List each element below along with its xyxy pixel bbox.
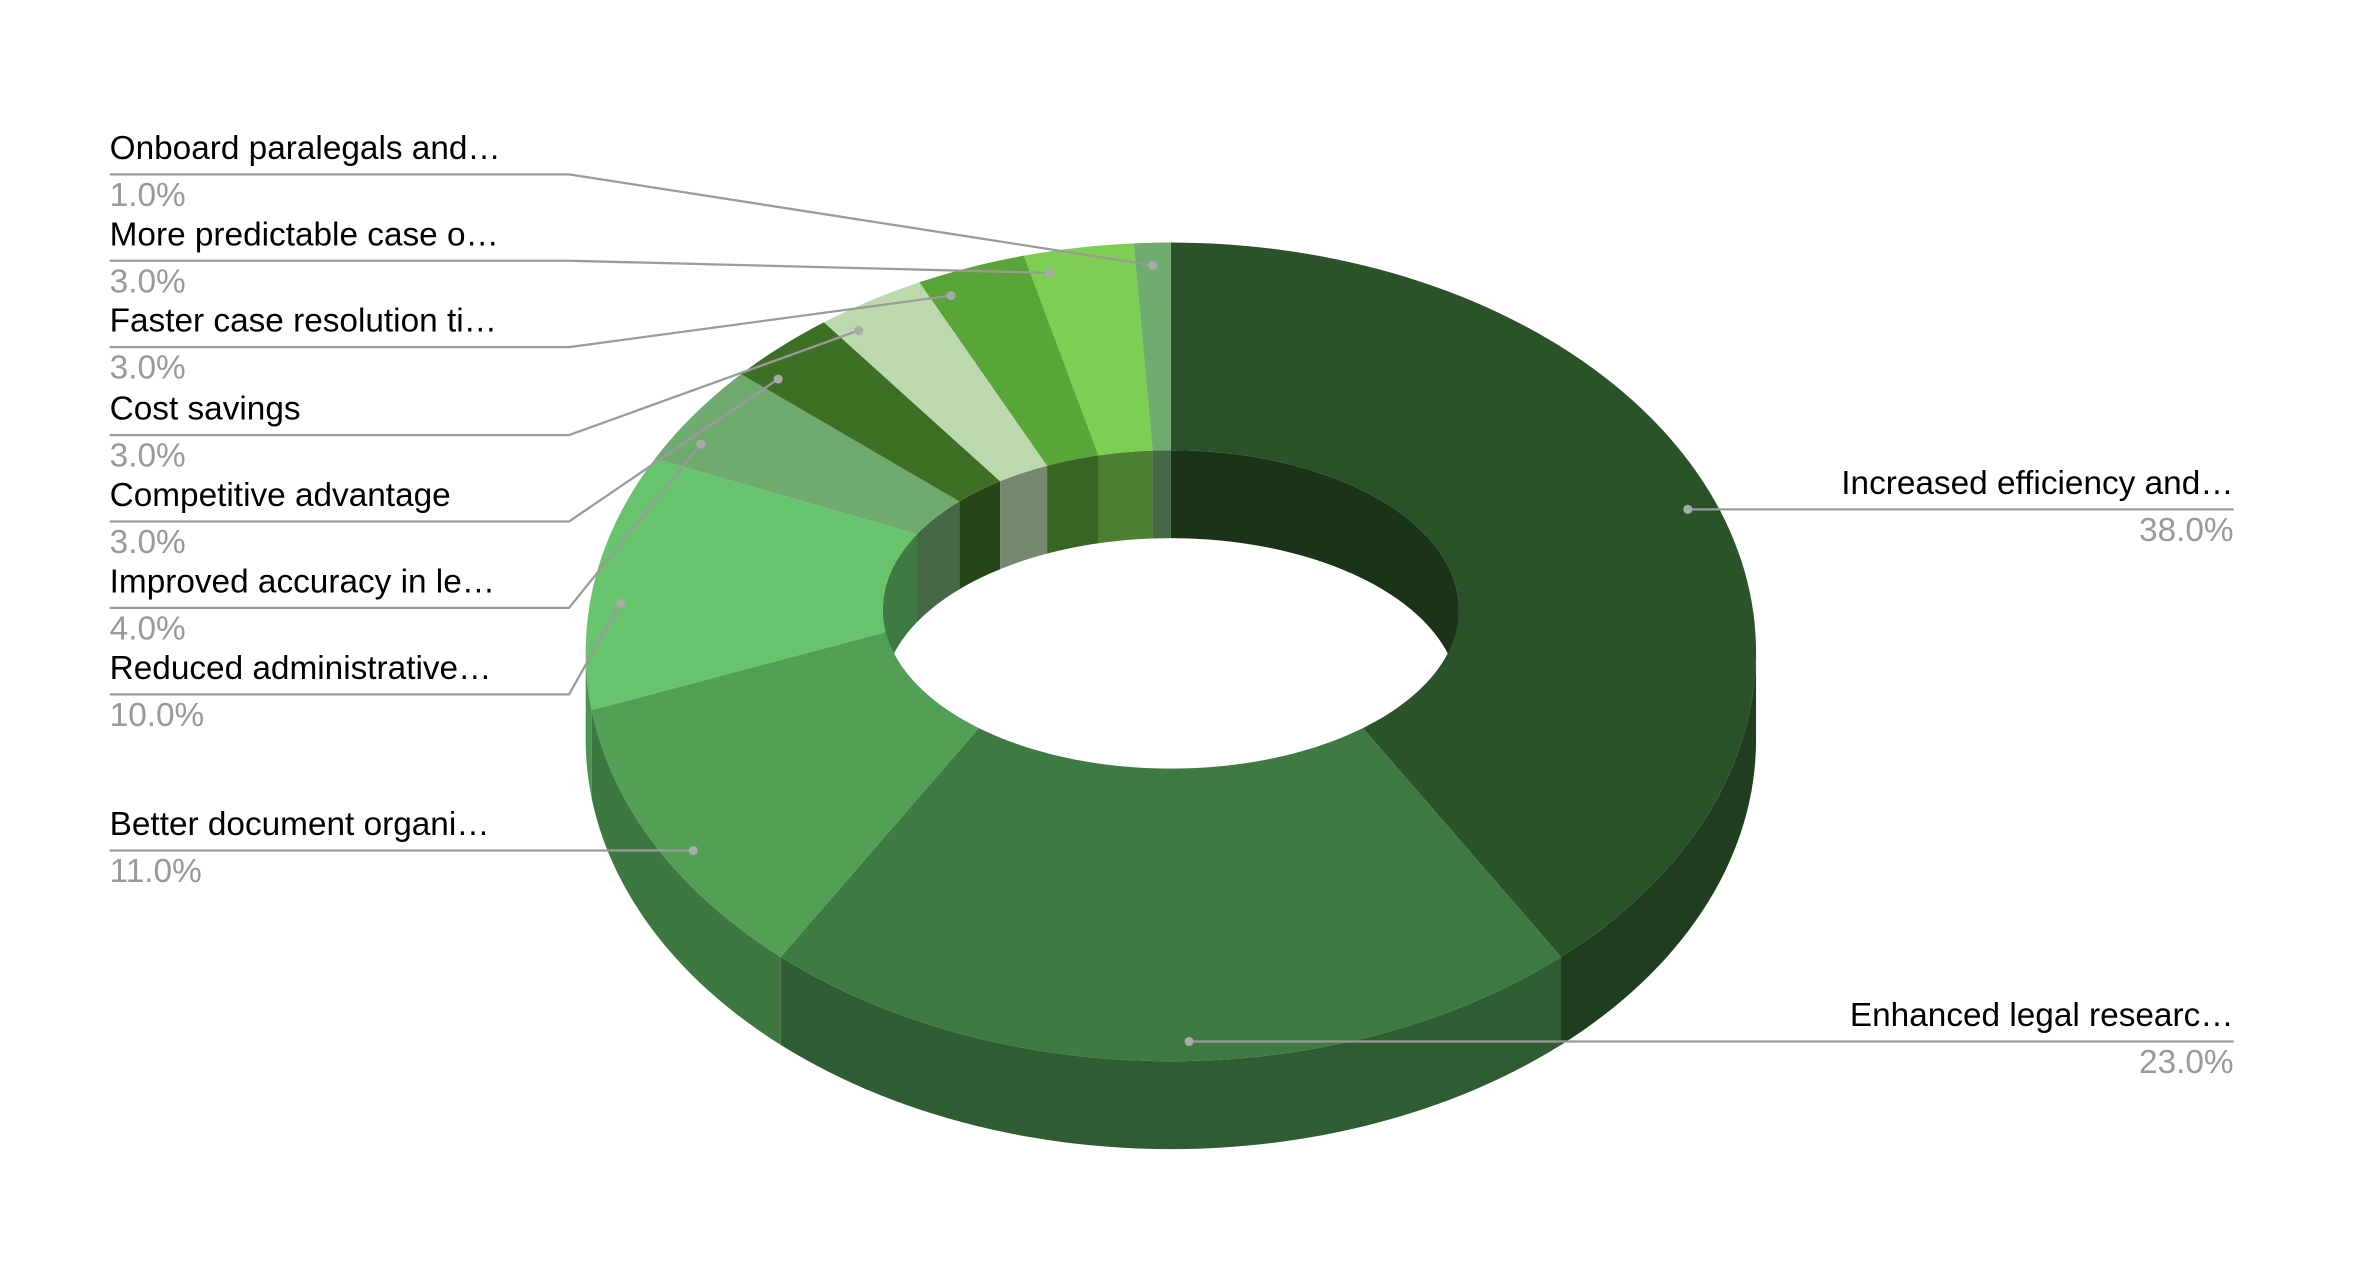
leader-dot xyxy=(773,374,783,384)
leader-line xyxy=(109,294,952,349)
slice xyxy=(591,632,979,957)
leader-dot xyxy=(1683,504,1693,514)
slice-value-label: 4.0% xyxy=(110,610,186,647)
inner-wall xyxy=(959,481,1001,590)
leader-dot xyxy=(1045,268,1055,278)
leader-line xyxy=(109,443,702,610)
leader-dot xyxy=(1184,1036,1194,1047)
leader-line xyxy=(109,173,1153,267)
outer-wall xyxy=(780,956,1562,1150)
slice xyxy=(919,255,1099,466)
leader-dot xyxy=(946,291,956,301)
outer-wall xyxy=(585,651,592,799)
outer-wall xyxy=(591,710,781,1045)
slice-label: Better document organi… xyxy=(110,806,490,843)
leader-line xyxy=(109,378,779,523)
inner-wall xyxy=(1152,450,1171,539)
leader-line xyxy=(109,602,622,696)
slice xyxy=(1023,243,1153,456)
slice xyxy=(780,728,1562,1062)
slice xyxy=(585,458,917,711)
slice-label: Increased efficiency and… xyxy=(1841,465,2233,502)
slice-value-label: 11.0% xyxy=(110,853,202,890)
inner-wall xyxy=(1170,450,1459,698)
slice-label: Competitive advantage xyxy=(110,477,451,514)
slice xyxy=(1170,242,1757,957)
leader-dot xyxy=(854,325,864,336)
leader-line xyxy=(109,329,859,437)
slice-label: Improved accuracy in le… xyxy=(110,563,495,600)
leader-dot xyxy=(688,845,698,856)
leader-dot xyxy=(616,598,626,608)
leader-dot xyxy=(1148,260,1158,270)
slice xyxy=(1133,242,1171,451)
inner-wall xyxy=(1098,450,1153,544)
slice-label: Faster case resolution ti… xyxy=(110,303,497,340)
slice-value-label: 3.0% xyxy=(110,438,186,475)
inner-wall xyxy=(916,501,960,623)
slice-label: Cost savings xyxy=(110,391,301,428)
slice-value-label: 38.0% xyxy=(2139,512,2234,549)
leader-dot xyxy=(696,439,706,449)
slice xyxy=(655,374,960,535)
inner-wall xyxy=(1047,455,1099,554)
slice-value-label: 10.0% xyxy=(110,697,205,734)
outer-wall xyxy=(1561,651,1757,1045)
inner-wall xyxy=(1000,465,1048,570)
slice-label: Reduced administrative… xyxy=(110,650,492,687)
leader-line xyxy=(109,259,1050,275)
slice-value-label: 3.0% xyxy=(110,524,186,561)
slice-label: Enhanced legal researc… xyxy=(1850,997,2234,1034)
slice-value-label: 23.0% xyxy=(2139,1044,2234,1081)
slice-label: Onboard paralegals and… xyxy=(110,130,501,167)
slice-label: More predictable case o… xyxy=(110,216,499,253)
slice xyxy=(741,322,1001,502)
slice-value-label: 3.0% xyxy=(110,263,186,300)
slice xyxy=(823,282,1048,482)
slice-value-label: 1.0% xyxy=(110,177,186,214)
slice-value-label: 3.0% xyxy=(110,350,186,387)
